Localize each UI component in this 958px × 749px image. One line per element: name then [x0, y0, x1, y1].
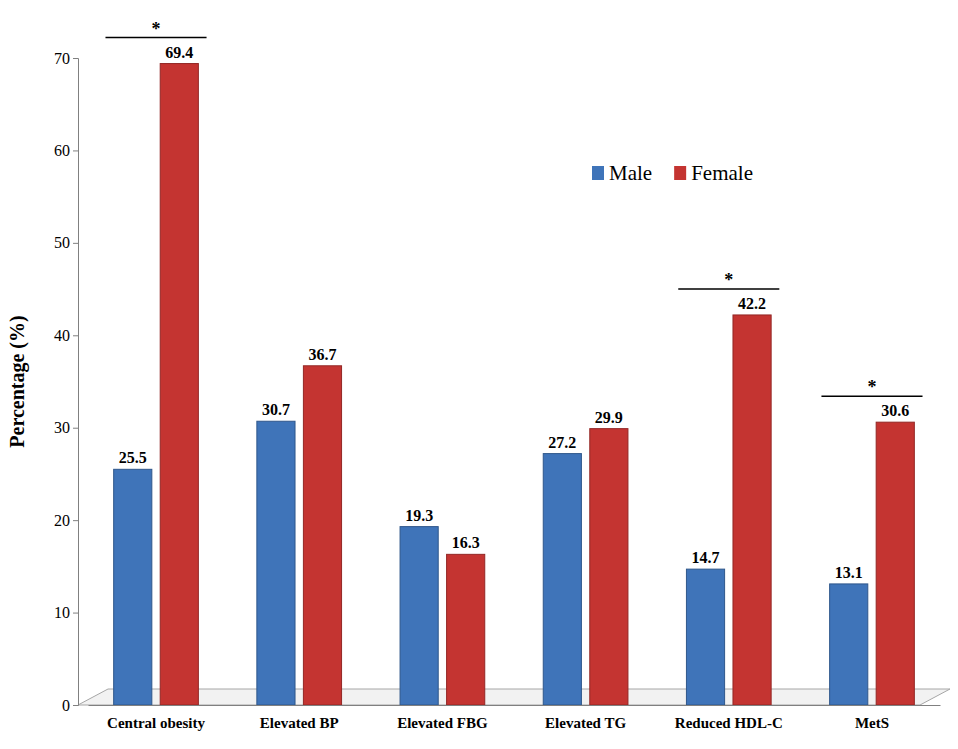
legend-swatch: [674, 166, 686, 180]
y-tick: 40: [54, 327, 78, 344]
y-tick: 60: [54, 142, 78, 159]
bar-group: [543, 454, 581, 705]
y-tick-mark: [73, 243, 78, 244]
bar: [543, 454, 581, 705]
x-tick: MetS: [855, 715, 889, 731]
significance-mark: *: [867, 377, 876, 397]
bar: [733, 315, 771, 705]
annotations: * * *: [105, 19, 922, 398]
y-axis-title: Percentage (%): [6, 315, 29, 447]
legend-label: Male: [609, 161, 652, 185]
y-axis-line: [73, 59, 79, 706]
data-label: 42.2: [738, 295, 766, 312]
y-tick-label: 70: [54, 50, 70, 67]
bar: [447, 554, 485, 705]
legend-swatch: [592, 166, 604, 180]
y-tick-label: 50: [54, 234, 70, 251]
bar: [830, 584, 868, 705]
bar-group: [447, 554, 485, 705]
data-labels: 25.5 30.7 19.3 27.2 14.7 13.1 69.4 36.7 16.3 29.9…: [119, 44, 910, 581]
significance-mark: *: [152, 19, 161, 39]
x-tick: Elevated TG: [545, 715, 626, 731]
data-label: 16.3: [452, 534, 480, 551]
bar-group: [160, 64, 198, 705]
y-tick-mark: [73, 520, 78, 521]
bar-group: [303, 366, 341, 705]
bar-group: [686, 569, 724, 705]
x-tick: Central obesity: [107, 715, 205, 731]
y-tick-mark: [73, 58, 78, 59]
legend-item: Male: [592, 161, 652, 185]
data-label: 27.2: [548, 434, 576, 451]
bar: [160, 64, 198, 705]
x-tick-label: Elevated TG: [545, 715, 626, 731]
data-label: 30.6: [881, 402, 909, 419]
data-label: 25.5: [119, 449, 147, 466]
x-tick-label: Elevated FBG: [397, 715, 488, 731]
y-tick: 10: [54, 604, 78, 621]
data-label: 30.7: [262, 401, 290, 418]
bar: [686, 569, 724, 705]
x-tick: Elevated BP: [260, 715, 339, 731]
y-tick: 50: [54, 234, 78, 251]
legend-item: Female: [674, 161, 753, 185]
y-tick: 20: [54, 512, 78, 529]
bar: [876, 422, 914, 705]
data-label: 13.1: [835, 564, 863, 581]
y-tick-mark: [73, 613, 78, 614]
bars: [114, 64, 915, 705]
x-axis-line: [89, 705, 941, 706]
significance-mark: *: [724, 270, 733, 290]
legend: Male Female: [592, 161, 753, 185]
y-tick-mark: [73, 150, 78, 151]
y-tick-mark: [73, 705, 78, 706]
bar: [590, 429, 628, 705]
bar-group: [257, 421, 295, 705]
y-tick-label: 0: [62, 697, 70, 714]
bar-group: [876, 422, 914, 705]
y-tick-label: 20: [54, 512, 70, 529]
data-label: 19.3: [405, 507, 433, 524]
x-tick-label: Elevated BP: [260, 715, 339, 731]
data-label: 29.9: [595, 409, 623, 426]
x-tick-label: Central obesity: [107, 715, 205, 731]
y-tick: 0: [62, 697, 78, 714]
bar-group: [830, 584, 868, 705]
floor: [78, 689, 950, 705]
bar: [114, 469, 152, 705]
y-tick-label: 10: [54, 604, 70, 621]
data-label: 14.7: [692, 549, 720, 566]
y-tick-mark: [73, 335, 78, 336]
bar-group: [400, 527, 438, 705]
x-tick-label: MetS: [855, 715, 889, 731]
y-axis: 0 10 20 30 40 50 60 70: [54, 50, 79, 714]
chart: 0 10 20 30 40 50 60 70 Central obesity Elevated B…: [0, 0, 958, 749]
bar-group: [590, 429, 628, 705]
legend-label: Female: [691, 161, 753, 185]
x-tick-label: Reduced HDL-C: [675, 715, 783, 731]
data-label: 69.4: [165, 44, 193, 61]
x-tick: Reduced HDL-C: [675, 715, 783, 731]
y-tick-label: 40: [54, 327, 70, 344]
bar: [303, 366, 341, 705]
y-tick-label: 30: [54, 419, 70, 436]
bar: [400, 527, 438, 705]
y-tick-label: 60: [54, 142, 70, 159]
y-tick: 30: [54, 419, 78, 436]
bar-group: [733, 315, 771, 705]
bar: [257, 421, 295, 705]
x-axis: Central obesity Elevated BP Elevated FBG El…: [89, 706, 941, 731]
y-tick-mark: [73, 428, 78, 429]
bar-group: [114, 469, 152, 705]
x-tick: Elevated FBG: [397, 715, 488, 731]
y-tick: 70: [54, 50, 78, 67]
data-label: 36.7: [308, 346, 336, 363]
